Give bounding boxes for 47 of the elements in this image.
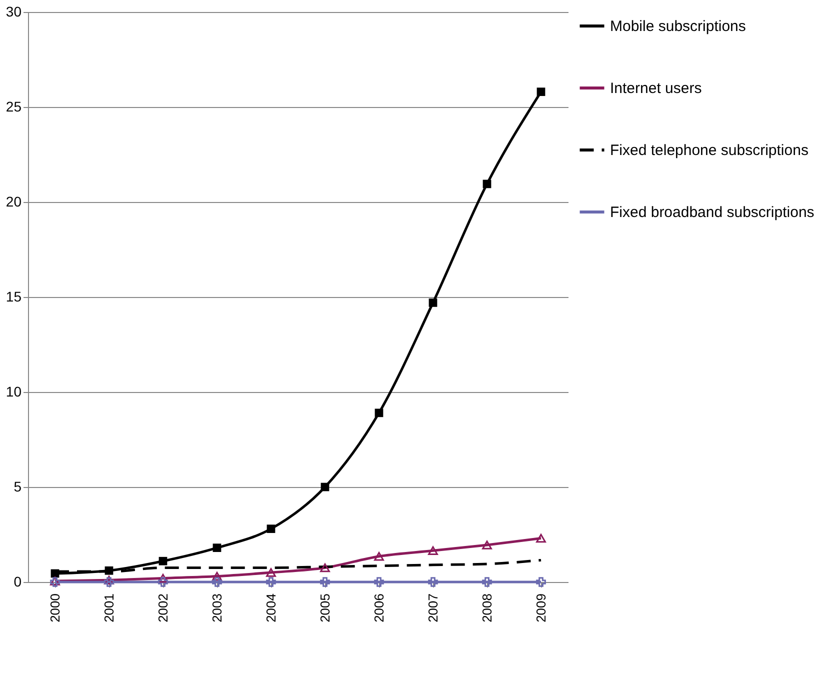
point bbox=[482, 540, 492, 550]
y-tick-label: 25 bbox=[6, 98, 22, 114]
point bbox=[428, 298, 438, 307]
point bbox=[374, 577, 384, 587]
point bbox=[266, 577, 276, 587]
legend-label: Fixed broadband subscriptions bbox=[610, 204, 814, 221]
y-tick-label: 15 bbox=[6, 288, 22, 304]
point bbox=[266, 524, 276, 533]
x-tick-label: 2005 bbox=[318, 594, 332, 622]
point bbox=[158, 556, 168, 566]
x-tick-label: 2003 bbox=[210, 594, 224, 622]
point bbox=[536, 88, 546, 96]
point bbox=[320, 577, 330, 587]
point bbox=[428, 546, 438, 556]
point bbox=[266, 568, 276, 577]
y-tick-label: 30 bbox=[6, 4, 22, 20]
point bbox=[374, 408, 384, 418]
point bbox=[482, 577, 492, 587]
y-tick-label: 20 bbox=[6, 194, 22, 210]
point bbox=[212, 577, 222, 587]
x-tick-label: 2001 bbox=[102, 594, 116, 622]
x-tick-label: 2007 bbox=[426, 594, 440, 622]
point bbox=[320, 482, 330, 492]
point bbox=[104, 577, 114, 587]
point bbox=[320, 563, 330, 572]
x-tick-label: 2009 bbox=[534, 594, 548, 622]
x-tick-label: 2000 bbox=[48, 594, 62, 622]
y-tick-label: 0 bbox=[14, 574, 22, 590]
point bbox=[212, 544, 222, 552]
legend-label: Internet users bbox=[610, 80, 702, 97]
x-tick-label: 2004 bbox=[264, 594, 278, 622]
x-tick-label: 2008 bbox=[480, 594, 494, 622]
point bbox=[428, 577, 438, 587]
point bbox=[212, 572, 222, 581]
legend-label: Mobile subscriptions bbox=[610, 18, 746, 35]
point bbox=[158, 577, 168, 587]
point bbox=[104, 566, 114, 575]
point bbox=[482, 180, 492, 188]
point bbox=[536, 577, 546, 587]
point bbox=[158, 574, 168, 583]
x-tick-label: 2002 bbox=[156, 594, 170, 622]
point bbox=[536, 534, 546, 543]
y-tick-label: 10 bbox=[6, 384, 22, 400]
point bbox=[374, 552, 384, 561]
legend-label: Fixed telephone subscriptions bbox=[610, 142, 808, 159]
y-tick-label: 5 bbox=[14, 478, 22, 494]
x-tick-label: 2006 bbox=[372, 594, 386, 622]
